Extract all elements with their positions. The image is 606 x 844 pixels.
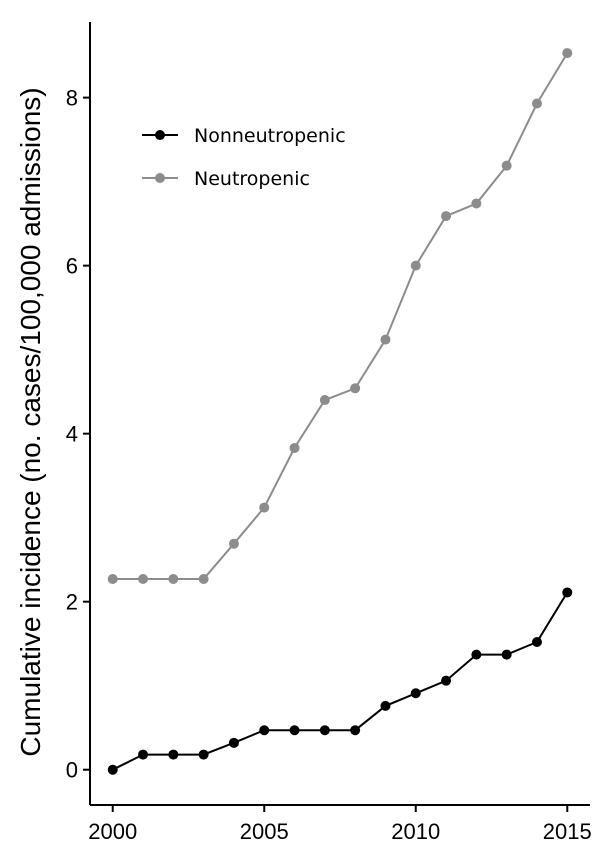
data-point-nonneutropenic [289, 725, 300, 736]
x-ticks: 2000 2005 2010 2015 [88, 805, 592, 844]
legend: Nonneutropenic Neutropenic [142, 125, 346, 190]
y-tick-label: 6 [66, 254, 78, 279]
data-point-nonneutropenic [198, 749, 209, 760]
data-point-neutropenic [198, 574, 209, 585]
data-point-neutropenic [471, 198, 482, 209]
data-point-nonneutropenic [350, 725, 361, 736]
data-point-neutropenic [562, 48, 573, 59]
data-point-neutropenic [380, 334, 391, 345]
data-point-neutropenic [289, 442, 300, 453]
data-point-nonneutropenic [501, 649, 512, 660]
data-point-nonneutropenic [319, 725, 330, 736]
legend-label: Neutropenic [194, 168, 310, 190]
data-point-neutropenic [168, 574, 179, 585]
data-point-nonneutropenic [107, 764, 118, 775]
legend-swatch-marker [155, 130, 165, 140]
y-tick-label: 8 [66, 86, 78, 111]
data-point-nonneutropenic [228, 737, 239, 748]
x-tick-label: 2005 [240, 819, 289, 844]
data-point-neutropenic [350, 383, 361, 394]
data-point-nonneutropenic [380, 700, 391, 711]
data-point-neutropenic [107, 574, 118, 585]
series-nonneutropenic [107, 587, 573, 775]
data-point-nonneutropenic [410, 688, 421, 699]
x-tick-label: 2010 [391, 819, 440, 844]
data-point-nonneutropenic [168, 749, 179, 760]
data-point-neutropenic [441, 211, 452, 222]
data-point-neutropenic [531, 98, 542, 109]
data-point-neutropenic [259, 502, 270, 513]
legend-swatch-marker [155, 173, 165, 183]
series-line-nonneutropenic [112, 591, 569, 771]
legend-item-neutropenic: Neutropenic [142, 168, 310, 190]
data-point-nonneutropenic [471, 649, 482, 660]
x-tick-label: 2015 [543, 819, 592, 844]
data-point-nonneutropenic [138, 749, 149, 760]
x-tick-label: 2000 [88, 819, 137, 844]
y-axis-title: Cumulative incidence (no. cases/100,000 … [15, 87, 46, 756]
series-line-neutropenic [112, 52, 569, 580]
data-point-nonneutropenic [441, 675, 452, 686]
legend-item-nonneutropenic: Nonneutropenic [142, 125, 346, 147]
data-point-neutropenic [410, 260, 421, 271]
y-tick-label: 2 [66, 590, 78, 615]
data-point-neutropenic [228, 538, 239, 549]
data-point-neutropenic [138, 574, 149, 585]
data-point-neutropenic [319, 395, 330, 406]
data-point-nonneutropenic [562, 587, 573, 598]
series-layer [107, 48, 573, 775]
y-ticks: 0 2 4 6 8 [66, 86, 90, 783]
data-point-nonneutropenic [531, 637, 542, 648]
data-point-nonneutropenic [259, 725, 270, 736]
axes [89, 22, 590, 806]
series-neutropenic [107, 48, 573, 585]
legend-label: Nonneutropenic [194, 125, 346, 147]
data-point-neutropenic [501, 160, 512, 171]
y-tick-label: 4 [66, 422, 78, 447]
y-tick-label: 0 [66, 758, 78, 783]
